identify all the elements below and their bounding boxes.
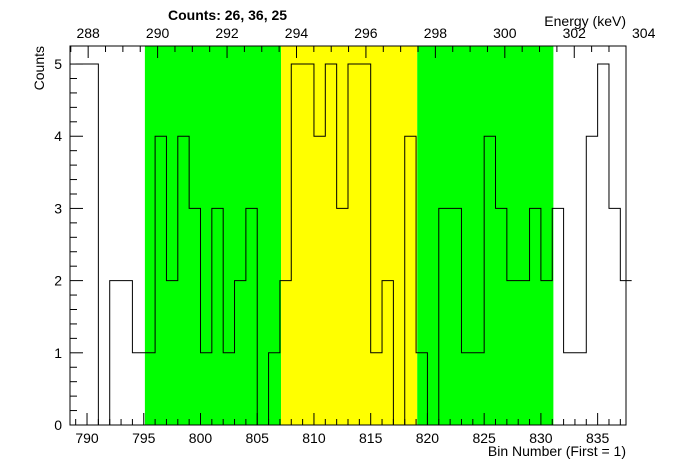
y-tick-label: 1 — [54, 345, 62, 361]
x-tick-label: 805 — [246, 430, 270, 446]
x-tick-label: 835 — [586, 430, 610, 446]
region-center — [281, 46, 418, 425]
x-tick-label: 790 — [75, 430, 99, 446]
y-tick-label: 0 — [54, 417, 62, 433]
energy-tick-label: 292 — [215, 25, 239, 41]
x-tick-label: 810 — [302, 430, 326, 446]
chart-title: Counts: 26, 36, 25 — [168, 7, 287, 23]
x-tick-label: 800 — [189, 430, 213, 446]
energy-axis-label: Energy (keV) — [544, 13, 626, 29]
x-tick-label: 830 — [529, 430, 553, 446]
y-tick-label: 4 — [54, 128, 62, 144]
histogram-series — [75, 63, 632, 426]
axis-ticks: 790 795 800 805 810 815 820 825 830 835 0 1 2 3 4 5 288 2… — [54, 25, 655, 446]
x-axis-label: Bin Number (First = 1) — [488, 443, 626, 459]
y-axis-label: Counts — [31, 46, 47, 90]
y-tick-label: 2 — [54, 273, 62, 289]
region-right — [417, 46, 554, 425]
energy-tick-label: 294 — [285, 25, 309, 41]
energy-tick-label: 296 — [354, 25, 378, 41]
highlight-regions — [144, 46, 554, 425]
x-tick-label: 825 — [472, 430, 496, 446]
x-tick-label: 795 — [132, 430, 156, 446]
region-left — [144, 46, 282, 425]
energy-tick-label: 302 — [563, 25, 587, 41]
y-tick-label: 3 — [54, 200, 62, 216]
energy-tick-label: 304 — [632, 25, 656, 41]
energy-tick-label: 290 — [146, 25, 170, 41]
energy-tick-label: 298 — [424, 25, 448, 41]
x-tick-label: 820 — [416, 430, 440, 446]
x-tick-label: 815 — [359, 430, 383, 446]
energy-tick-label: 288 — [76, 25, 100, 41]
y-tick-label: 5 — [54, 56, 62, 72]
energy-tick-label: 300 — [493, 25, 517, 41]
